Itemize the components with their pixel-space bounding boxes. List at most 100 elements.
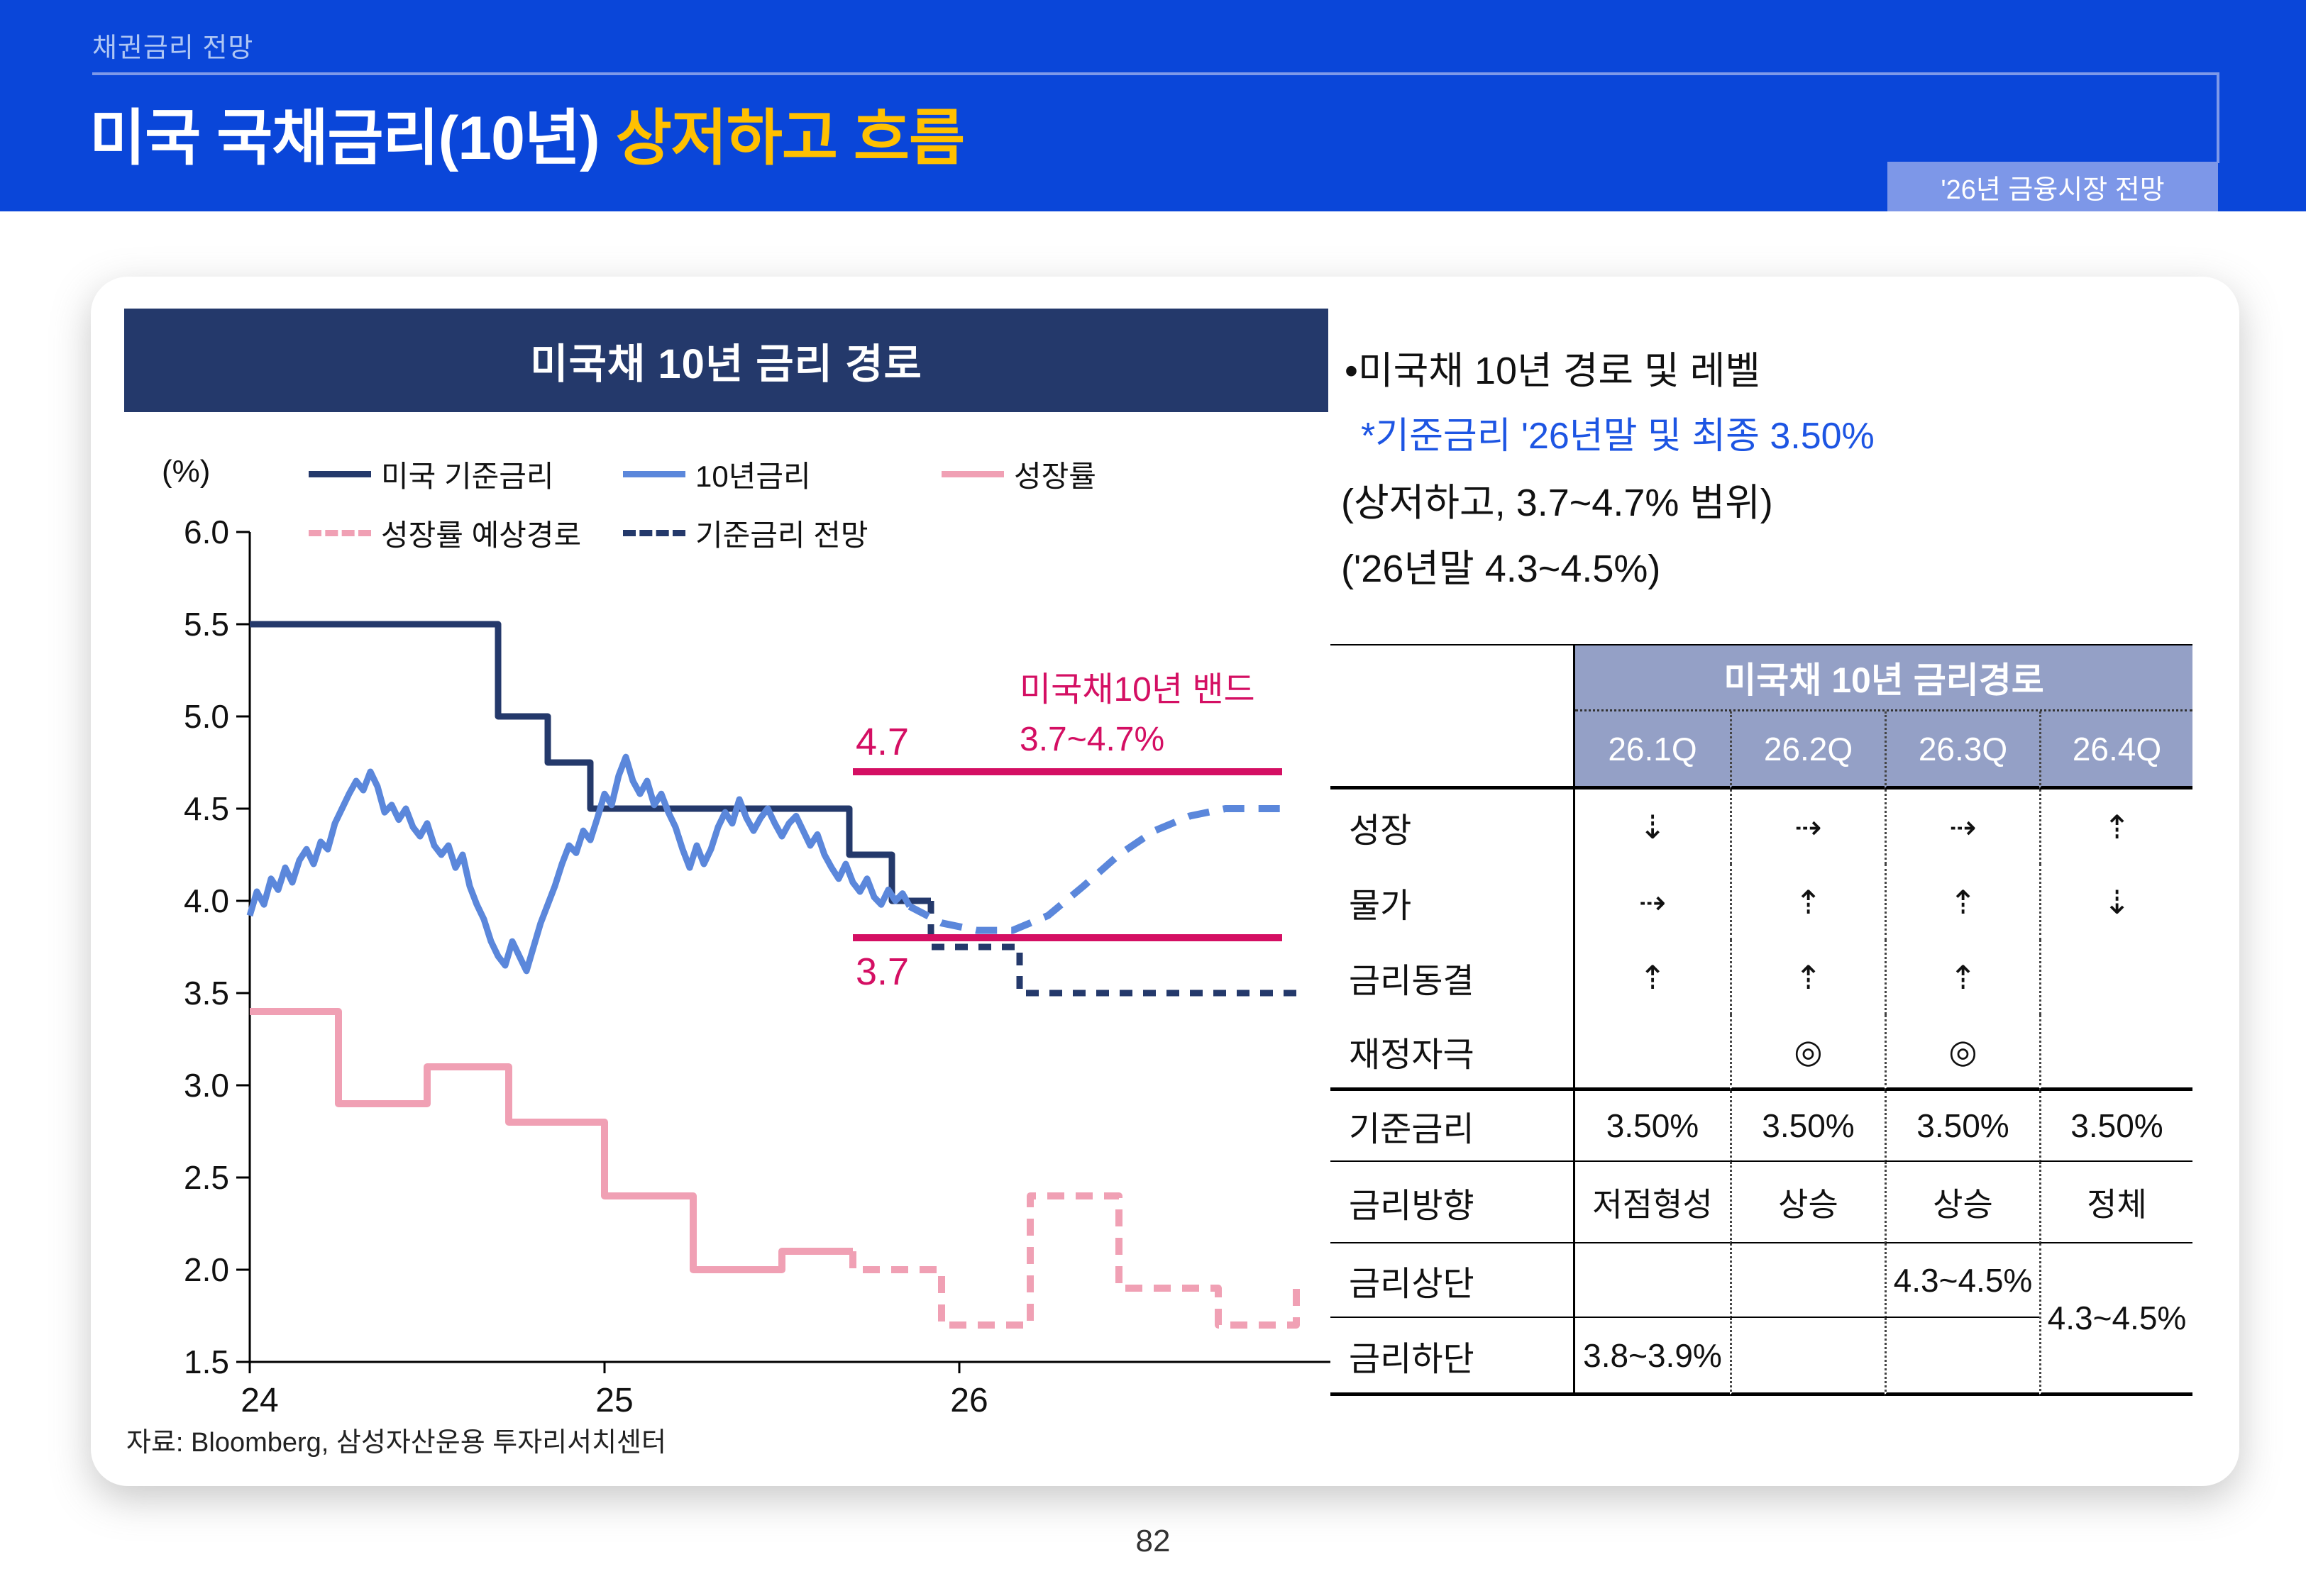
legend-item-1-1: 기준금리 전망 bbox=[623, 517, 868, 552]
legend-label: 성장률 예상경로 bbox=[381, 518, 582, 552]
y-tick-label: 5.0 bbox=[184, 698, 229, 735]
y-tick-label: 4.0 bbox=[184, 882, 229, 919]
right-panel-note-3: ('26년말 4.3~4.5%) bbox=[1341, 548, 1661, 590]
table-row-label-물가: 물가 bbox=[1330, 864, 1575, 940]
table-col-header-26.2Q: 26.2Q bbox=[1730, 711, 1885, 789]
x-tick-label: 25 bbox=[595, 1382, 633, 1419]
table-row-label-금리상단: 금리상단 bbox=[1330, 1243, 1575, 1318]
table-corner-cell-2 bbox=[1330, 711, 1575, 789]
legend-swatch bbox=[623, 529, 685, 536]
header-rule bbox=[92, 72, 2219, 75]
series-0-solid bbox=[250, 621, 931, 904]
right-panel-note-2: (상저하고, 3.7~4.7% 범위) bbox=[1341, 482, 1773, 524]
table-cell-물가-26.3Q: ⇡ bbox=[1885, 864, 2039, 940]
legend-label: 10년금리 bbox=[695, 459, 811, 493]
table-col-header-26.4Q: 26.4Q bbox=[2039, 711, 2192, 789]
table-cell-성장-26.1Q: ⇣ bbox=[1575, 789, 1730, 864]
table-cell-금리하단-26.3Q bbox=[1885, 1318, 2039, 1396]
chart-unit-label: (%) bbox=[162, 454, 211, 489]
table-cell-금리상단-26.1Q bbox=[1575, 1243, 1730, 1318]
right-panel-note-0: •미국채 10년 경로 및 레벨 bbox=[1345, 350, 1761, 392]
band-annotation-line2: 3.7~4.7% bbox=[1020, 721, 1164, 758]
table-row-label-금리하단: 금리하단 bbox=[1330, 1318, 1575, 1396]
right-panel-note-1: *기준금리 '26년말 및 최종 3.50% bbox=[1361, 416, 1875, 457]
table-cell-금리방향-26.3Q: 상승 bbox=[1885, 1162, 2039, 1243]
legend-item-0-1: 10년금리 bbox=[623, 458, 811, 493]
header-corner-line bbox=[2217, 72, 2219, 163]
table-cell-성장-26.4Q: ⇡ bbox=[2039, 789, 2192, 864]
series-4-solid bbox=[250, 1008, 853, 1273]
legend-label: 성장률 bbox=[1014, 459, 1096, 493]
table-cell-금리하단-26.1Q: 3.8~3.9% bbox=[1575, 1318, 1730, 1396]
table-cell-금리동결-26.4Q bbox=[2039, 940, 2192, 1014]
legend-swatch bbox=[623, 470, 685, 477]
legend-swatch bbox=[942, 470, 1004, 477]
y-tick-label: 4.5 bbox=[184, 790, 229, 827]
y-tick-label: 3.0 bbox=[184, 1067, 229, 1104]
table-cell-재정자극-26.1Q bbox=[1575, 1014, 1730, 1091]
x-tick-label: 24 bbox=[241, 1382, 278, 1419]
y-tick-label: 2.0 bbox=[184, 1251, 229, 1288]
table-corner-cell bbox=[1330, 644, 1575, 711]
chart-title-bar: 미국채 10년 금리 경로 bbox=[124, 309, 1328, 412]
x-tick-label: 26 bbox=[950, 1382, 988, 1419]
forecast-table: 미국채 10년 금리경로 26.1Q 26.2Q 26.3Q 26.4Q 성장 ⇣ ⇢ ⇢ ⇡ 물가… bbox=[1330, 644, 2192, 1396]
y-tick-label: 1.5 bbox=[184, 1343, 229, 1380]
table-cell-금리하단-26.2Q bbox=[1730, 1318, 1885, 1396]
series-5-dashed bbox=[849, 1192, 1300, 1329]
table-cell-성장-26.2Q: ⇢ bbox=[1730, 789, 1885, 864]
header-eyebrow: 채권금리 전망 bbox=[92, 33, 254, 63]
table-span-cell-26-4Q: 4.3~4.5% bbox=[2039, 1243, 2192, 1396]
table-cell-기준금리-26.2Q: 3.50% bbox=[1730, 1091, 1885, 1162]
table-cell-금리상단-26.3Q: 4.3~4.5% bbox=[1885, 1243, 2039, 1318]
chart-source-note: 자료: Bloomberg, 삼성자산운용 투자리서치센터 bbox=[126, 1428, 666, 1458]
legend-swatch bbox=[309, 470, 371, 477]
y-tick-label: 6.0 bbox=[184, 514, 229, 550]
table-cell-재정자극-26.3Q: ◎ bbox=[1885, 1014, 2039, 1091]
legend-item-0-2: 성장률 bbox=[942, 458, 1096, 493]
band-upper-label: 4.7 bbox=[856, 721, 909, 763]
slide-header-band: 채권금리 전망 미국 국채금리(10년) 상저하고 흐름 '26년 금융시장 전… bbox=[0, 0, 2306, 211]
table-row-label-기준금리: 기준금리 bbox=[1330, 1091, 1575, 1162]
table-cell-물가-26.4Q: ⇣ bbox=[2039, 864, 2192, 940]
table-cell-금리상단-26.2Q bbox=[1730, 1243, 1885, 1318]
table-cell-기준금리-26.4Q: 3.50% bbox=[2039, 1091, 2192, 1162]
page-title-accent: 상저하고 흐름 bbox=[615, 104, 966, 172]
page-title: 미국 국채금리(10년) 상저하고 흐름 bbox=[89, 88, 966, 177]
legend-item-0-0: 미국 기준금리 bbox=[309, 458, 554, 493]
table-col-header-26.1Q: 26.1Q bbox=[1575, 711, 1730, 789]
y-tick-label: 2.5 bbox=[184, 1159, 229, 1196]
table-row-label-금리방향: 금리방향 bbox=[1330, 1162, 1575, 1243]
table-cell-재정자극-26.4Q bbox=[2039, 1014, 2192, 1091]
table-cell-기준금리-26.1Q: 3.50% bbox=[1575, 1091, 1730, 1162]
band-lower-label: 3.7 bbox=[856, 951, 909, 993]
table-row-label-재정자극: 재정자극 bbox=[1330, 1014, 1575, 1091]
table-cell-금리동결-26.2Q: ⇡ bbox=[1730, 940, 1885, 1014]
band-annotation-line1: 미국채10년 밴드 bbox=[1020, 671, 1255, 709]
series-3-dashed bbox=[907, 805, 1286, 934]
page-title-main: 미국 국채금리(10년) bbox=[89, 104, 616, 172]
table-cell-성장-26.3Q: ⇢ bbox=[1885, 789, 2039, 864]
rates-path-chart: 6.0 5.5 5.0 4.5 4.0 3.5 3.0 2.5 2.0 1.5 24 25 26 4.7 3… bbox=[184, 514, 1330, 1419]
table-cell-재정자극-26.2Q: ◎ bbox=[1730, 1014, 1885, 1091]
legend-label: 미국 기준금리 bbox=[381, 459, 554, 493]
table-cell-금리방향-26.4Q: 정체 bbox=[2039, 1162, 2192, 1243]
legend-label: 기준금리 전망 bbox=[695, 518, 868, 552]
table-merged-header: 미국채 10년 금리경로 bbox=[1575, 644, 2192, 711]
legend-item-1-0: 성장률 예상경로 bbox=[309, 517, 581, 552]
table-cell-금리동결-26.1Q: ⇡ bbox=[1575, 940, 1730, 1014]
series-1-dashed bbox=[927, 901, 1296, 997]
table-cell-물가-26.2Q: ⇡ bbox=[1730, 864, 1885, 940]
legend-swatch bbox=[309, 529, 371, 536]
table-cell-금리동결-26.3Q: ⇡ bbox=[1885, 940, 2039, 1014]
table-col-header-26.3Q: 26.3Q bbox=[1885, 711, 2039, 789]
y-tick-label: 5.5 bbox=[184, 606, 229, 643]
table-row-label-금리동결: 금리동결 bbox=[1330, 940, 1575, 1014]
header-badge: '26년 금융시장 전망 bbox=[1887, 162, 2218, 211]
table-row-label-성장: 성장 bbox=[1330, 789, 1575, 864]
table-cell-금리방향-26.2Q: 상승 bbox=[1730, 1162, 1885, 1243]
page-number: 82 bbox=[1135, 1524, 1171, 1558]
table-cell-물가-26.1Q: ⇢ bbox=[1575, 864, 1730, 940]
table-cell-금리방향-26.1Q: 저점형성 bbox=[1575, 1162, 1730, 1243]
table-cell-기준금리-26.3Q: 3.50% bbox=[1885, 1091, 2039, 1162]
